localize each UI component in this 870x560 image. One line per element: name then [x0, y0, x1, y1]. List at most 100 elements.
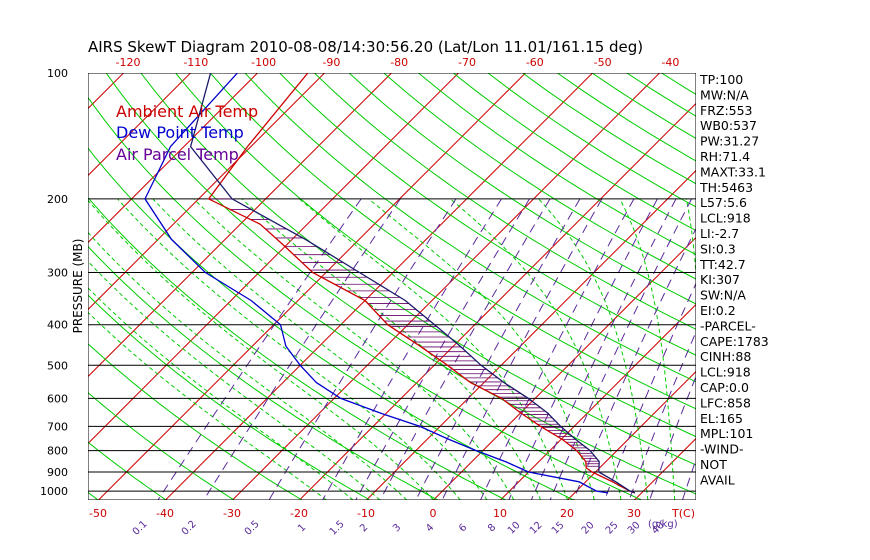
mixing-ratio-label: 30 — [626, 520, 643, 537]
pressure-tick-label: 600 — [47, 392, 68, 405]
isotherm-line — [299, 102, 696, 500]
dry-adiabat-line — [88, 196, 506, 500]
dry-adiabat-line — [418, 73, 696, 256]
bottom-temp-tick-label: -20 — [290, 507, 308, 520]
dry-adiabat-line — [279, 73, 696, 356]
dew-point-trace — [144, 73, 609, 494]
bottom-temp-tick-label: 10 — [493, 507, 507, 520]
moist-adiabat-line — [88, 199, 434, 500]
moist-adiabat-line — [117, 198, 461, 500]
stability-index-item: LI:-2.7 — [700, 226, 739, 241]
isotherm-line — [0, 73, 57, 500]
stability-index-item: PW:31.27 — [700, 134, 759, 149]
stability-index-item: LFC:858 — [700, 395, 751, 410]
dry-adiabat-line — [800, 73, 870, 500]
stability-index-item: TT:42.7 — [699, 257, 746, 272]
mixing-ratio-label: 10 — [506, 520, 523, 537]
top-temp-tick-label: -120 — [116, 56, 141, 69]
pressure-tick-label: 100 — [47, 67, 68, 80]
dry-adiabat-line — [88, 294, 371, 500]
x-axis-label: T(C) — [671, 507, 695, 520]
stability-index-item: CAP:0.0 — [700, 380, 749, 395]
dry-adiabat-line — [209, 73, 696, 410]
isotherm-line — [88, 73, 191, 177]
moist-adiabat-line — [152, 198, 488, 500]
mixing-ratio-label: 2 — [358, 522, 370, 534]
pressure-tick-label: 400 — [47, 319, 68, 332]
mixing-ratio-line — [604, 282, 696, 500]
mixing-ratio-line — [549, 198, 693, 500]
mixing-ratio-line — [649, 375, 696, 500]
dry-adiabat-line — [0, 73, 30, 500]
mixing-ratio-label: 4 — [424, 522, 436, 534]
moist-adiabat-line — [619, 198, 676, 500]
mixing-ratio-label: 6 — [457, 522, 469, 534]
stability-index-item: MPL:101 — [700, 426, 753, 441]
stability-index-item: MAXT:33.1 — [700, 164, 766, 179]
top-temp-tick-label: -100 — [251, 56, 276, 69]
mixing-ratio-line — [415, 198, 581, 500]
mixing-ratio-label: 0.2 — [180, 519, 199, 538]
legend: Ambient Air Temp Dew Point Temp Air Parc… — [116, 102, 258, 164]
mixing-ratio-line — [573, 227, 696, 500]
mixing-ratio-unit-label: (g/kg) — [648, 519, 678, 530]
mixing-ratio-label: 8 — [486, 522, 498, 534]
top-temp-tick-label: -90 — [322, 56, 340, 69]
stability-index-item: CAPE:1783 — [700, 334, 769, 349]
stability-index-item: TP:100 — [699, 72, 743, 87]
mixing-ratio-line — [628, 330, 696, 500]
ambient-temp-trace — [207, 73, 636, 494]
pressure-tick-label: 500 — [47, 359, 68, 372]
moist-adiabat-line — [88, 231, 408, 500]
stability-index-item: KI:307 — [700, 272, 740, 287]
stability-index-item: SW:N/A — [700, 288, 746, 303]
bottom-temp-tick-label: 30 — [627, 507, 641, 520]
dry-adiabat-line — [766, 73, 870, 500]
dry-adiabat-line — [88, 392, 235, 500]
stability-index-item: -PARCEL- — [700, 318, 756, 333]
isotherm-line — [232, 73, 660, 500]
legend-air-parcel-temp: Air Parcel Temp — [116, 145, 239, 164]
dry-adiabat-line — [244, 73, 696, 383]
legend-dew-point-temp: Dew Point Temp — [116, 123, 244, 142]
dry-adiabat-line — [88, 343, 303, 500]
dry-adiabat-line — [88, 441, 167, 500]
isotherm-line — [88, 73, 392, 378]
isotherm-line — [165, 73, 593, 500]
moist-adiabat-line — [368, 198, 595, 500]
stability-index-item: NOT — [700, 457, 727, 472]
isotherm-line — [366, 169, 696, 500]
mixing-ratio-label: 0.1 — [131, 519, 150, 538]
moist-adiabat-line — [193, 198, 515, 500]
mixing-ratio-line — [157, 198, 362, 500]
bottom-temp-tick-label: -50 — [89, 507, 107, 520]
stability-index-item: FRZ:553 — [700, 103, 753, 118]
pressure-tick-label: 800 — [47, 445, 68, 458]
stability-index-item: TH:5463 — [699, 180, 753, 195]
mixing-ratio-label: 25 — [604, 520, 621, 537]
pressure-tick-label: 200 — [47, 193, 68, 206]
dry-adiabat-line — [175, 73, 696, 438]
stability-index-item: LCL:918 — [700, 211, 751, 226]
moist-adiabat-line — [299, 198, 568, 500]
grid-layer — [0, 73, 870, 500]
top-temp-tick-label: -110 — [183, 56, 208, 69]
trace-layer — [144, 73, 636, 494]
top-temp-tick-label: -40 — [661, 56, 679, 69]
bottom-temp-tick-label: 0 — [430, 507, 437, 520]
stability-index-item: CINH:88 — [700, 349, 751, 364]
moist-adiabat-line — [241, 198, 542, 500]
bottom-temp-tick-label: -40 — [156, 507, 174, 520]
moist-adiabat-line — [88, 260, 381, 500]
isotherm-line — [98, 73, 526, 500]
mixing-ratio-line — [530, 198, 677, 500]
dry-adiabat-line — [835, 73, 870, 500]
isotherm-line — [88, 73, 459, 445]
stability-index-item: RH:71.4 — [700, 149, 750, 164]
dry-adiabat-line — [522, 73, 696, 185]
mixing-ratio-line — [441, 198, 603, 500]
stability-index-item: EL:165 — [700, 411, 743, 426]
dry-adiabat-line — [88, 96, 642, 500]
mixing-ratio-line — [268, 198, 457, 500]
